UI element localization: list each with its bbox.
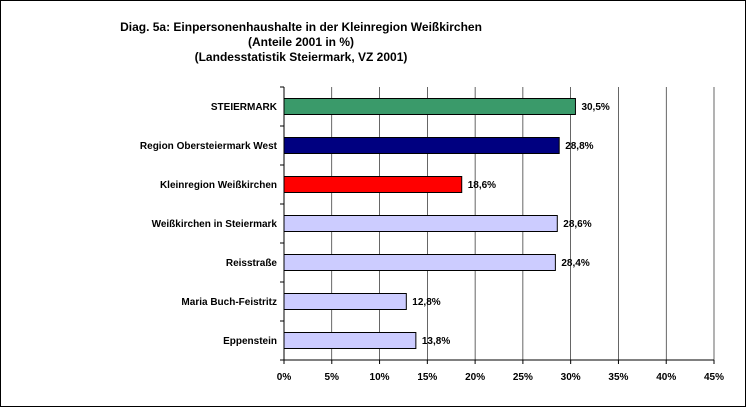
category-label-3: Weißkirchen in Steiermark bbox=[152, 219, 278, 230]
value-label-3: 28,6% bbox=[563, 219, 591, 230]
bar-1 bbox=[283, 137, 560, 154]
category-label-6: Eppenstein bbox=[223, 336, 277, 347]
category-label-1: Region Obersteiermark West bbox=[140, 141, 278, 152]
value-label-4: 28,4% bbox=[561, 258, 589, 269]
x-tick-label-6: 30% bbox=[561, 372, 581, 383]
x-tick-label-9: 45% bbox=[704, 372, 724, 383]
category-label-2: Kleinregion Weißkirchen bbox=[160, 180, 277, 191]
category-label-4: Reisstraße bbox=[226, 258, 278, 269]
value-label-6: 13,8% bbox=[422, 336, 450, 347]
category-label-5: Maria Buch-Feistritz bbox=[181, 297, 277, 308]
chart-title-line-1: Diag. 5a: Einpersonenhaushalte in der Kl… bbox=[120, 20, 482, 34]
bar-6 bbox=[283, 332, 417, 349]
value-label-0: 30,5% bbox=[581, 102, 609, 113]
x-tick-label-1: 5% bbox=[325, 372, 340, 383]
category-label-0: STEIERMARK bbox=[211, 102, 278, 113]
x-tick-label-7: 35% bbox=[608, 372, 628, 383]
value-label-1: 28,8% bbox=[565, 141, 593, 152]
value-label-2: 18,6% bbox=[468, 180, 496, 191]
x-tick-label-8: 40% bbox=[656, 372, 676, 383]
value-label-5: 12,8% bbox=[412, 297, 440, 308]
x-tick-label-3: 15% bbox=[417, 372, 437, 383]
bar-5 bbox=[283, 293, 407, 310]
bar-2 bbox=[283, 176, 463, 193]
chart-title-line-2: (Anteile 2001 in %) bbox=[247, 35, 355, 49]
x-tick-label-2: 10% bbox=[370, 372, 390, 383]
bar-3 bbox=[283, 215, 558, 232]
x-tick-label-4: 20% bbox=[465, 372, 485, 383]
chart-title-line-3: (Landesstatistik Steiermark, VZ 2001) bbox=[194, 50, 408, 64]
bar-4 bbox=[283, 254, 556, 271]
x-tick-label-0: 0% bbox=[277, 372, 292, 383]
bar-0 bbox=[283, 98, 576, 115]
x-tick-label-5: 25% bbox=[513, 372, 533, 383]
